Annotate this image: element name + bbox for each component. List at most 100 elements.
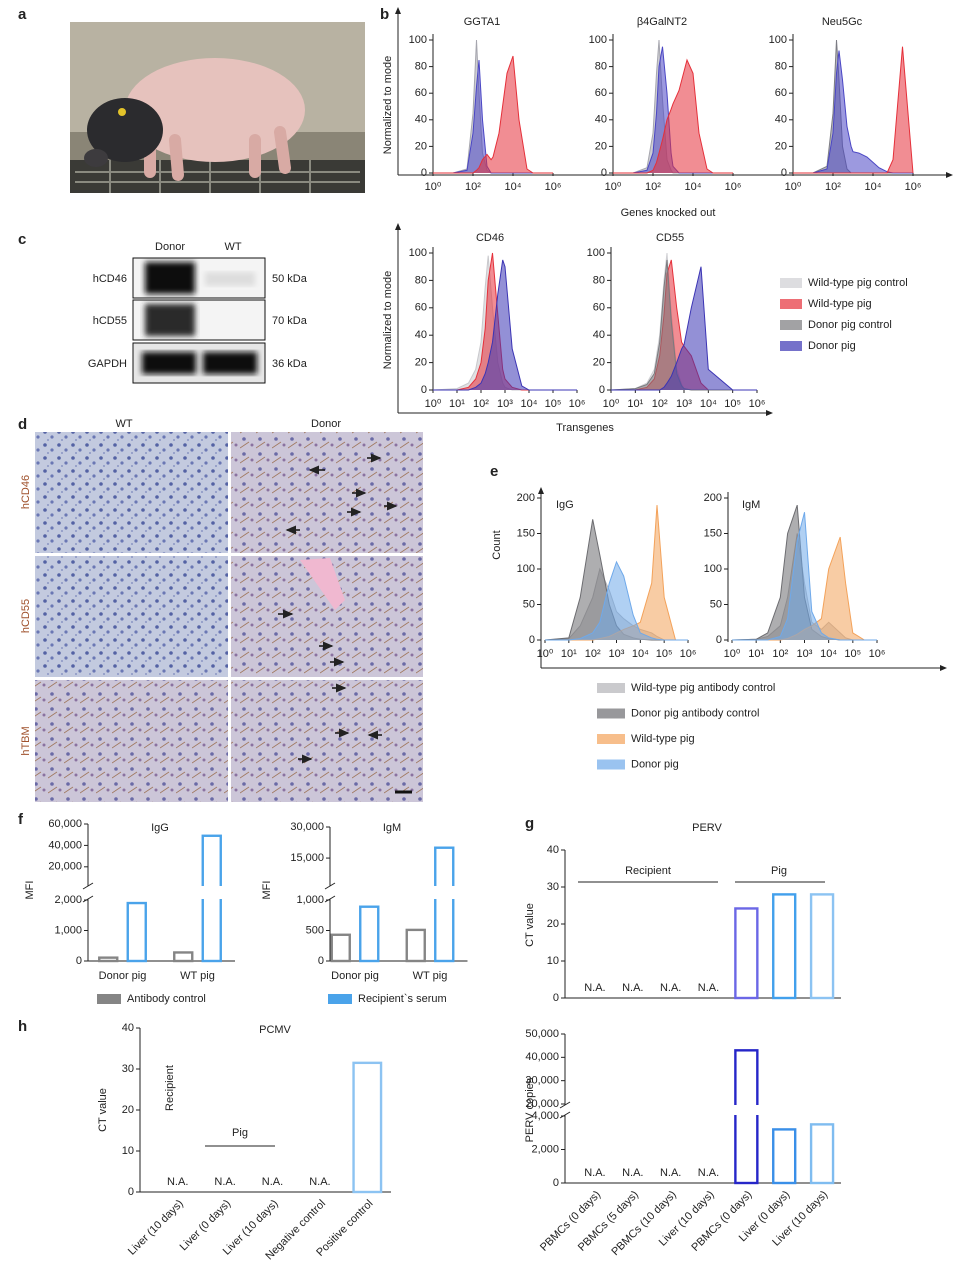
y-tick-label: 20 [595, 140, 607, 152]
y-tick-label: 40 [593, 329, 605, 341]
y-tick-label: 80 [595, 61, 607, 73]
x-tick-label: 10⁰ [425, 398, 442, 410]
bar [809, 1123, 835, 1185]
x-tick-label: 10⁴ [700, 398, 717, 410]
x-tick-label: 10⁴ [521, 398, 538, 410]
legend-swatch [780, 320, 802, 330]
y-tick-label: 200 [704, 492, 722, 504]
histogram [433, 259, 577, 391]
y-tick-label: 20 [547, 918, 559, 930]
blot-size: 70 kDa [272, 315, 308, 327]
legend-swatch [780, 341, 802, 351]
panel-letter: a [18, 6, 27, 23]
x-tick-label: 10⁶ [905, 181, 922, 193]
legend-label: Donor pig [631, 758, 679, 770]
chart-title: CD55 [656, 232, 684, 244]
panel-letter: e [490, 463, 498, 480]
blot-label: hCD46 [93, 273, 127, 285]
x-tick-label: 10⁰ [605, 181, 622, 193]
x-tick-label: 10¹ [449, 398, 465, 410]
panel-letter: f [18, 811, 24, 828]
y-tick-label: 40 [595, 114, 607, 126]
legend-swatch [597, 708, 625, 719]
x-tick-label: Liver (10 days) [126, 1198, 186, 1258]
x-tick-label: 10² [825, 181, 841, 193]
y-tick-label: 0 [128, 1186, 134, 1198]
annotation: Recipient [625, 865, 671, 877]
y-tick-label: 100 [769, 34, 787, 46]
histogram [545, 560, 688, 641]
legend-swatch [597, 759, 625, 770]
y-axis-label: MFI [24, 881, 36, 900]
value-label: N.A. [584, 1167, 605, 1179]
bar [98, 956, 119, 963]
bar [359, 905, 380, 963]
x-tick-label: 10³ [676, 398, 692, 410]
y-tick-label: 50 [710, 598, 722, 610]
x-tick-label: Donor pig [99, 970, 147, 982]
break-mark [82, 882, 94, 890]
y-axis-label: Count [491, 530, 503, 559]
y-tick-label: 40,000 [48, 839, 82, 851]
x-tick-label: 10² [652, 398, 668, 410]
legend-swatch [780, 278, 802, 288]
x-tick-label: 10⁴ [865, 181, 882, 193]
value-label: N.A. [698, 1167, 719, 1179]
y-axis-label: CT value [524, 903, 536, 947]
x-tick-label: 10⁴ [632, 648, 649, 660]
y-tick-label: 30 [122, 1063, 134, 1075]
blot-size: 50 kDa [272, 273, 308, 285]
y-tick-label: 80 [415, 274, 427, 286]
y-tick-label: 40 [415, 329, 427, 341]
value-label: N.A. [698, 982, 719, 994]
y-tick-label: 40 [547, 844, 559, 856]
value-label: N.A. [214, 1176, 235, 1188]
legend-label: Wild-type pig control [808, 277, 908, 289]
axis-break [324, 886, 470, 899]
break-mark [324, 895, 336, 903]
y-axis-label: MFI [261, 881, 273, 900]
y-tick-label: 0 [553, 1177, 559, 1189]
y-axis-label: PERV copies [524, 1077, 536, 1142]
y-tick-label: 0 [781, 167, 787, 179]
y-tick-label: 0 [76, 955, 82, 967]
legend-swatch [597, 683, 625, 693]
y-axis-label: Normalized to mode [382, 56, 394, 154]
y-tick-label: 100 [409, 34, 427, 46]
x-tick-label: 10³ [609, 648, 625, 660]
histogram [732, 512, 877, 641]
chart-title: PERV [692, 822, 722, 834]
x-tick-label: 10¹ [627, 398, 643, 410]
y-tick-label: 0 [421, 384, 427, 396]
blot-label: hCD55 [93, 315, 127, 327]
chart-title: IgM [383, 822, 401, 834]
x-tick-label: PBMCs (10 days) [609, 1189, 678, 1258]
x-tick-label: 10⁵ [545, 398, 562, 410]
y-tick-label: 60 [593, 302, 605, 314]
bar [772, 893, 797, 1000]
y-tick-label: 60 [415, 302, 427, 314]
y-tick-label: 100 [704, 563, 722, 575]
bar [173, 951, 194, 963]
x-tick-label: 10⁵ [844, 648, 861, 660]
panel-letter: h [18, 1018, 27, 1035]
western-blot: Donor WT hCD46 hCD55 GAPDH 50 kDa 70 kDa… [88, 241, 308, 384]
y-tick-label: 0 [421, 167, 427, 179]
y-tick-label: 60 [775, 87, 787, 99]
y-axis-label: CT value [97, 1088, 109, 1132]
y-tick-label: 0 [553, 992, 559, 1004]
y-tick-label: 2,000 [54, 894, 82, 906]
x-tick-label: Donor pig [331, 970, 379, 982]
break-mark [82, 895, 94, 903]
ihc-column: WT [115, 418, 132, 430]
y-tick-label: 1,000 [296, 894, 324, 906]
legend-swatch [780, 299, 802, 309]
bar [352, 1061, 383, 1194]
y-tick-label: 40 [775, 114, 787, 126]
x-tick-label: 10² [772, 648, 788, 660]
chart-title: IgM [742, 499, 760, 511]
y-tick-label: 100 [517, 563, 535, 575]
x-tick-label: 10³ [497, 398, 513, 410]
x-tick-label: 10⁶ [725, 181, 742, 193]
